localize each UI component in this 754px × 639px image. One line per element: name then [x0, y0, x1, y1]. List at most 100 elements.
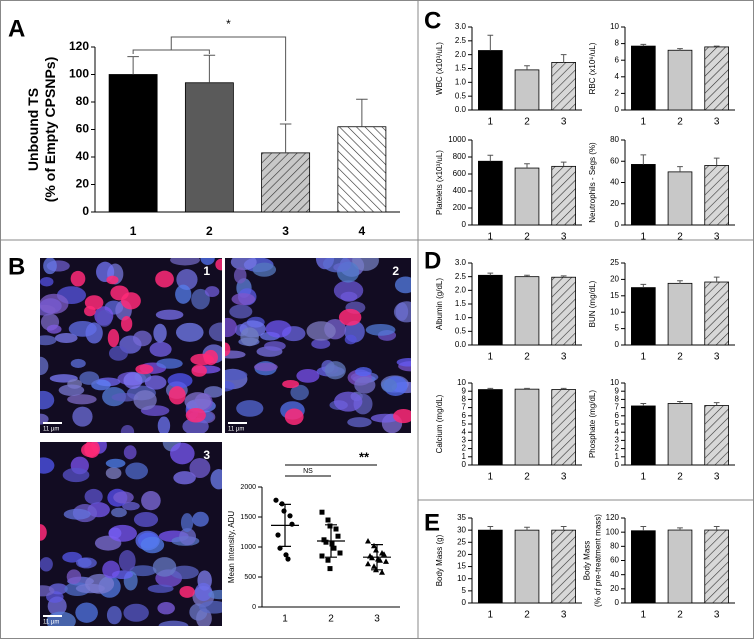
error-bar: [677, 280, 683, 284]
bar: [337, 126, 387, 213]
error-bar: [560, 526, 567, 531]
x-tick-label: 3: [561, 610, 567, 621]
cell: [125, 462, 148, 480]
cell: [40, 293, 69, 314]
y-tick-label: 0: [615, 598, 620, 607]
scale-bar-label: 11 µm: [228, 427, 244, 433]
bar: [184, 82, 234, 213]
cell: [153, 323, 167, 343]
y-tick-label: 0: [615, 220, 620, 229]
x-tick-label: 1: [641, 232, 647, 243]
error-bar: [487, 154, 494, 162]
y-tick-label: 40: [610, 570, 619, 579]
y-tick-label: 1000: [240, 544, 256, 551]
x-tick-label: 2: [524, 232, 530, 243]
cell: [85, 573, 115, 594]
stain: [179, 585, 195, 598]
cell: [170, 258, 200, 266]
point: [337, 550, 343, 556]
y-axis-label: Phosphate (mg/dL): [588, 390, 597, 458]
bar: [667, 403, 693, 466]
x-tick-label: 2: [524, 117, 530, 128]
x-tick-label: 3: [714, 472, 720, 483]
cell: [167, 373, 193, 389]
bar: [514, 388, 540, 466]
y-tick-label: 9: [615, 386, 620, 395]
cell: [229, 304, 253, 319]
cell: [333, 391, 363, 412]
cell: [189, 457, 211, 478]
y-tick-label: 500: [244, 574, 256, 581]
point: [371, 542, 377, 549]
cell: [141, 490, 161, 511]
error-bar: [487, 272, 494, 276]
y-tick-label: 6: [615, 411, 620, 420]
point: [371, 563, 377, 569]
significance: NS: [303, 468, 313, 475]
cell: [147, 584, 174, 593]
y-tick-label: 0.0: [455, 105, 467, 114]
bar: [631, 405, 656, 466]
y-tick-label: 2: [462, 444, 467, 453]
cell: [157, 602, 175, 615]
y-axis-label: Body Mass (g): [435, 534, 444, 586]
y-tick-label: 0: [615, 460, 620, 469]
error-bar: [524, 274, 530, 277]
point: [325, 517, 331, 523]
cell: [184, 392, 212, 411]
y-tick-label: 0: [462, 460, 467, 469]
y-tick-label: 120: [69, 39, 89, 53]
bar: [704, 165, 729, 226]
y-tick-label: 5: [615, 324, 620, 333]
significance: *: [226, 17, 231, 31]
bar: [551, 62, 576, 111]
error-bar: [640, 283, 647, 288]
y-tick-label: 8: [615, 395, 620, 404]
error-bar: [560, 161, 567, 167]
point: [365, 560, 371, 567]
stain: [168, 386, 186, 405]
bar: [514, 276, 540, 346]
cell: [225, 380, 235, 392]
cell: [158, 620, 189, 626]
cell: [123, 372, 143, 389]
y-tick-label: 1.5: [455, 64, 467, 73]
mean-sd: [271, 503, 299, 547]
bar: [514, 529, 540, 604]
error-bar: [127, 56, 139, 75]
cell: [394, 276, 411, 294]
y-tick-label: 1: [615, 452, 620, 461]
x-tick-label: 2: [677, 610, 683, 621]
image-label: 3: [203, 448, 210, 462]
cell: [129, 565, 157, 577]
y-tick-label: 20: [610, 275, 619, 284]
cell: [132, 330, 152, 347]
cell: [75, 602, 98, 623]
cell: [149, 341, 172, 357]
y-tick-label: 2: [615, 444, 620, 453]
y-tick-label: 20: [76, 177, 90, 191]
cell: [40, 390, 55, 410]
error-bar: [640, 526, 647, 531]
y-axis-label: Unbound TS: [25, 88, 41, 171]
y-tick-label: 2.5: [455, 36, 467, 45]
error-bar: [203, 54, 216, 83]
cell: [296, 369, 320, 383]
y-axis-label: BUN (mg/dL): [588, 280, 597, 327]
error-bar: [560, 54, 567, 63]
cell: [175, 284, 192, 304]
x-tick-label: 3: [561, 472, 567, 483]
y-axis-label: Platelets (x10³/uL): [435, 150, 444, 215]
x-tick-label: 3: [374, 614, 380, 625]
stain: [70, 270, 86, 287]
stain: [40, 524, 47, 541]
point: [319, 553, 325, 559]
cell: [396, 358, 411, 367]
point: [379, 569, 385, 575]
y-tick-label: 5: [462, 419, 467, 428]
y-axis-label: Body Mass: [583, 541, 592, 581]
y-tick-label: 3: [462, 436, 467, 445]
x-tick-label: 1: [641, 472, 647, 483]
point: [275, 532, 281, 538]
cell: [191, 288, 210, 310]
